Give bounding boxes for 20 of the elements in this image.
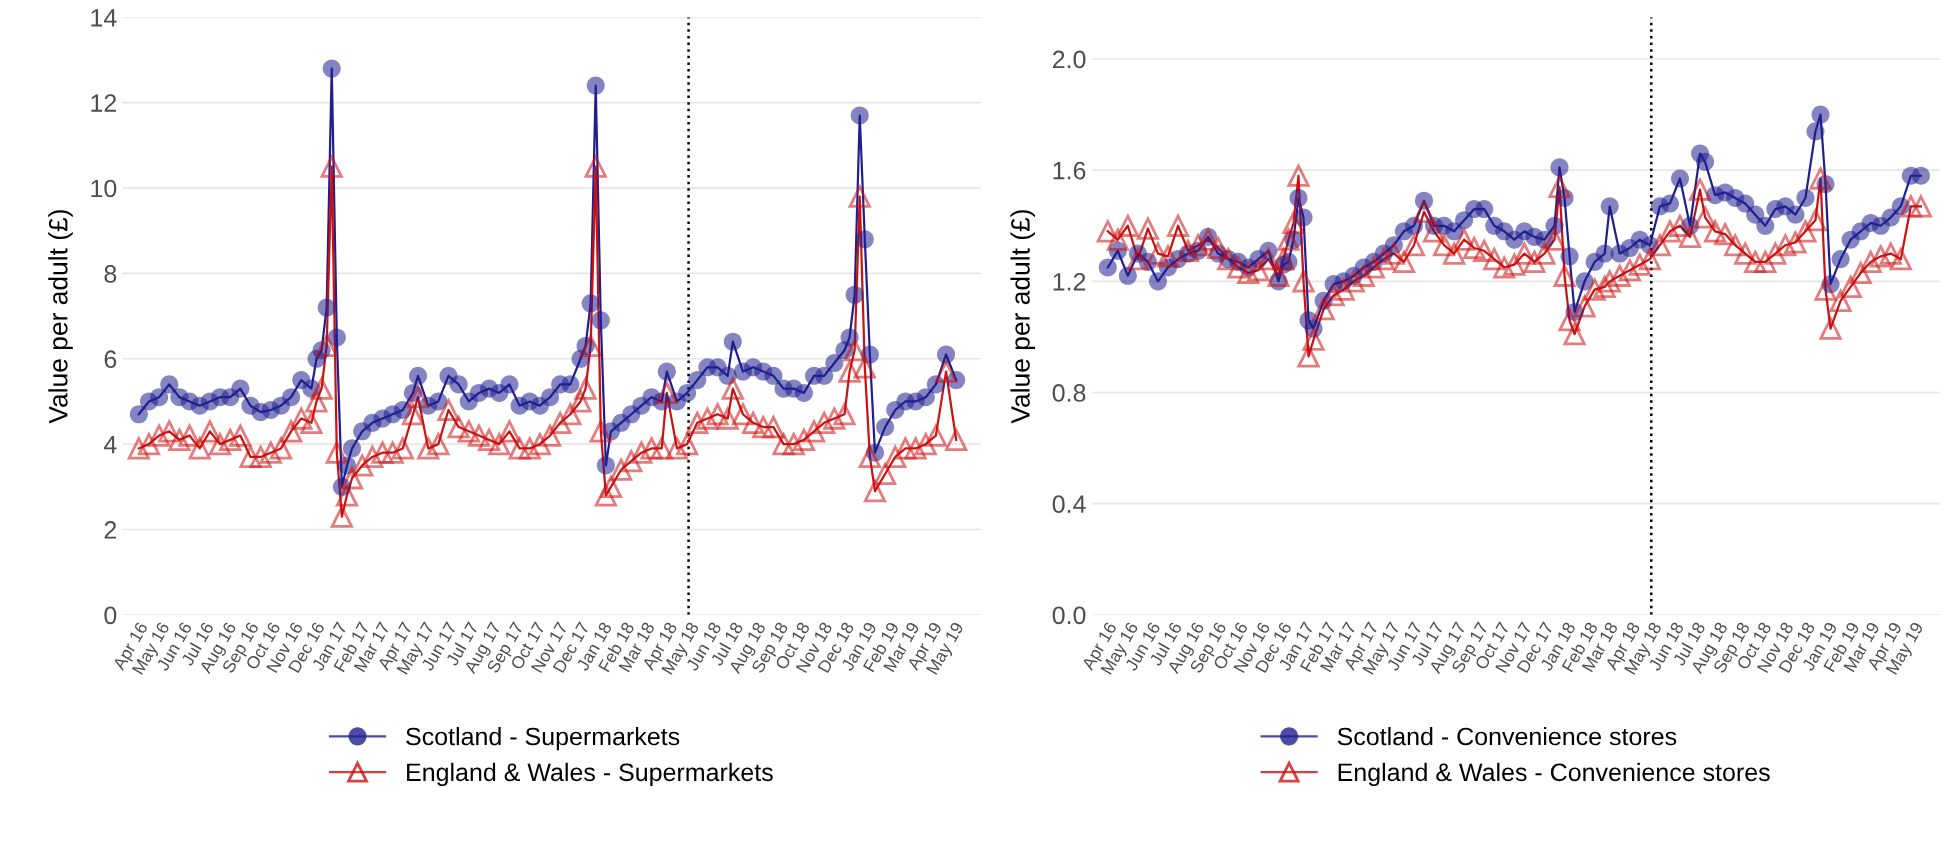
y-tick-label: 2.0 — [1052, 50, 1086, 69]
y-tick-label: 1.2 — [1053, 272, 1086, 291]
legend-label: England & Wales - Supermarkets — [407, 762, 773, 787]
y-tick-label: 12 — [91, 94, 117, 112]
y-tick-label: 0.0 — [1052, 606, 1086, 625]
y-tick-label: 0.8 — [1052, 384, 1086, 402]
y-axis-title: Value per adult (£) — [48, 210, 73, 424]
y-tick-label: 0.4 — [1052, 495, 1086, 513]
legend-label: England & Wales - Convenience stores — [1338, 762, 1770, 787]
y-tick-label: 4 — [103, 435, 117, 454]
y-axis-title: Value per adult (£) — [1010, 210, 1036, 424]
y-tick-label: 2 — [104, 521, 117, 539]
y-tick-label: 14 — [91, 9, 117, 27]
y-tick-label: 10 — [91, 179, 117, 198]
y-tick-label: 6 — [104, 350, 117, 369]
y-tick-label: 8 — [104, 265, 117, 283]
legend-label: Scotland - Supermarkets — [406, 726, 680, 751]
legend-label: Scotland - Convenience stores — [1337, 726, 1677, 746]
y-tick-label: 0 — [104, 606, 117, 625]
y-tick-label: 1.6 — [1053, 161, 1086, 180]
